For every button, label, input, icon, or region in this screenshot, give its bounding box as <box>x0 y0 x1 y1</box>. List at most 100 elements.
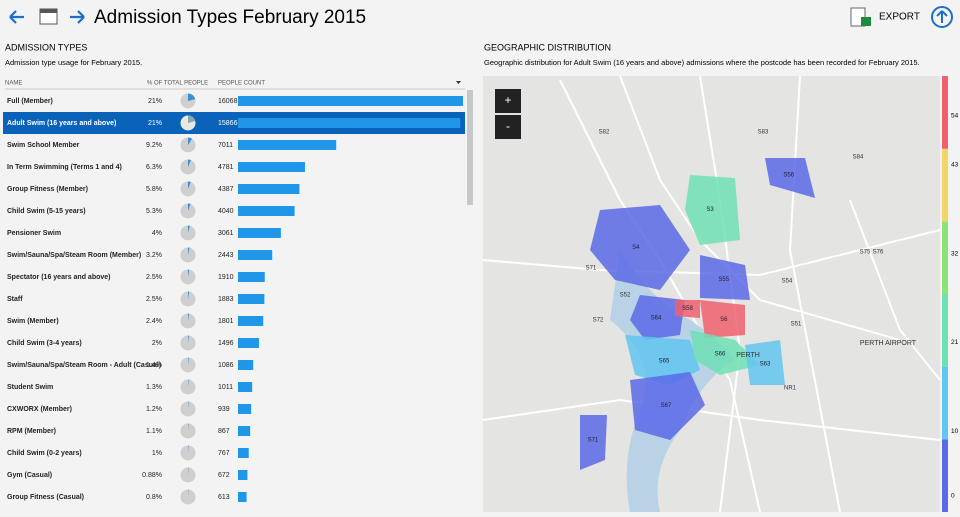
row-percent: 1.1% <box>146 428 162 435</box>
zoom-in[interactable]: + <box>495 89 521 113</box>
table-row[interactable]: In Term Swimming (Terms 1 and 4)6.3%4781 <box>7 160 305 175</box>
region-label: S71 <box>588 438 599 444</box>
row-percent: 2.5% <box>146 296 162 303</box>
table-row[interactable]: RPM (Member)1.1%867 <box>7 424 250 439</box>
row-percent: 21% <box>148 98 162 105</box>
row-percent: 1.2% <box>146 406 162 413</box>
row-name: CXWORX (Member) <box>7 406 72 413</box>
column-header[interactable]: PEOPLE COUNT <box>218 81 265 87</box>
region-label: S58 <box>682 306 693 312</box>
table-row[interactable]: Swim/Sauna/Spa/Steam Room (Member) 3.2% 24… <box>7 248 272 263</box>
count-bar <box>238 360 253 370</box>
table-row[interactable]: Child Swim (3-4 years)2%1496 <box>7 336 259 351</box>
count-bar <box>238 492 247 502</box>
table-row[interactable]: Full (Member)21%16068 <box>7 94 463 109</box>
count-bar <box>238 118 460 128</box>
zoom-in-label: + <box>504 93 511 107</box>
place-label: PERTH <box>736 352 760 359</box>
row-percent: 2.5% <box>146 274 162 281</box>
row-percent: 1.4% <box>146 362 162 369</box>
table-row[interactable]: Gym (Casual)0.88%672 <box>7 468 247 483</box>
row-count: 1801 <box>218 318 234 325</box>
place-label: S75 <box>860 250 871 256</box>
row-name: Swim/Sauna/Spa/Steam Room (Member) <box>7 252 141 259</box>
count-bar <box>238 338 259 348</box>
place-label: S72 <box>593 318 604 324</box>
legend-tick-label: 0 <box>951 493 955 500</box>
table-row[interactable]: Swim (Member)2.4%1801 <box>7 314 263 329</box>
section-heading: ADMISSION TYPES <box>5 42 87 52</box>
calendar-button[interactable] <box>40 9 57 24</box>
region-label: S56 <box>783 172 794 178</box>
count-bar <box>238 404 251 414</box>
legend-band <box>942 76 948 149</box>
back-button[interactable] <box>10 11 24 23</box>
legend-band <box>942 221 948 294</box>
place-label: S82 <box>599 130 610 136</box>
column-header: % OF TOTAL PEOPLE <box>147 81 208 87</box>
row-percent: 3.2% <box>146 252 162 259</box>
count-bar <box>238 184 299 194</box>
row-percent: 0.8% <box>146 494 162 501</box>
row-name: Gym (Casual) <box>7 472 52 479</box>
row-percent: 4% <box>152 230 162 237</box>
region-label: S63 <box>760 361 771 367</box>
table-row[interactable]: CXWORX (Member)1.2%939 <box>7 402 251 417</box>
table-row[interactable]: Spectator (16 years and above)2.5%1910 <box>7 270 265 285</box>
count-bar <box>238 96 463 106</box>
row-name: Child Swim (3-4 years) <box>7 340 82 347</box>
row-name: Student Swim <box>7 384 53 391</box>
legend-band <box>942 149 948 222</box>
scrollbar[interactable] <box>467 90 473 205</box>
place-label: S71 <box>586 266 597 272</box>
region-label: S55 <box>718 277 729 283</box>
row-count: 2443 <box>218 252 234 259</box>
table-row[interactable]: Child Swim (5-15 years)5.3%4040 <box>7 204 295 219</box>
row-name: Swim/Sauna/Spa/Steam Room - Adult (Casua… <box>7 362 161 369</box>
scroll-top-button[interactable] <box>932 7 952 27</box>
table-row[interactable]: Child Swim (0-2 years)1%767 <box>7 446 249 461</box>
row-name: In Term Swimming (Terms 1 and 4) <box>7 164 122 171</box>
place-label: S52 <box>620 293 631 299</box>
zoom-out-label: - <box>506 119 510 133</box>
row-count: 613 <box>218 494 230 501</box>
row-name: Child Swim (0-2 years) <box>7 450 82 457</box>
legend-band <box>942 294 948 367</box>
row-percent: 1.3% <box>146 384 162 391</box>
row-name: Group Fitness (Casual) <box>7 494 84 501</box>
legend-band <box>942 439 948 512</box>
row-percent: 5.3% <box>146 208 162 215</box>
table-row[interactable]: Group Fitness (Member)5.8%4387 <box>7 182 299 197</box>
row-name: Swim (Member) <box>7 318 59 325</box>
forward-button[interactable] <box>70 11 84 23</box>
legend-band <box>942 367 948 440</box>
zoom-out[interactable]: - <box>495 115 521 139</box>
legend-tick-label: 54 <box>951 113 959 120</box>
table-row[interactable]: Swim/Sauna/Spa/Steam Room - Adult (Casua… <box>7 358 253 373</box>
row-count: 4040 <box>218 208 234 215</box>
sort-indicator[interactable] <box>456 81 461 84</box>
count-bar <box>238 250 272 260</box>
row-count: 4387 <box>218 186 234 193</box>
count-bar <box>238 470 247 480</box>
row-count: 7011 <box>218 142 233 149</box>
row-count: 767 <box>218 450 230 457</box>
count-bar <box>238 426 250 436</box>
region-label: S3 <box>706 207 714 213</box>
count-bar <box>238 206 295 216</box>
export-button[interactable]: EXPORT <box>851 8 920 26</box>
count-bar <box>238 140 336 150</box>
region-label: S65 <box>659 359 670 365</box>
count-bar <box>238 228 281 238</box>
table-row[interactable]: Group Fitness (Casual) 0.8% 613 <box>7 490 247 505</box>
table-row[interactable]: Adult Swim (16 years and above)21%15866 <box>3 112 465 134</box>
row-count: 1086 <box>218 362 234 369</box>
row-percent: 9.2% <box>146 142 162 149</box>
row-percent: 5.8% <box>146 186 162 193</box>
